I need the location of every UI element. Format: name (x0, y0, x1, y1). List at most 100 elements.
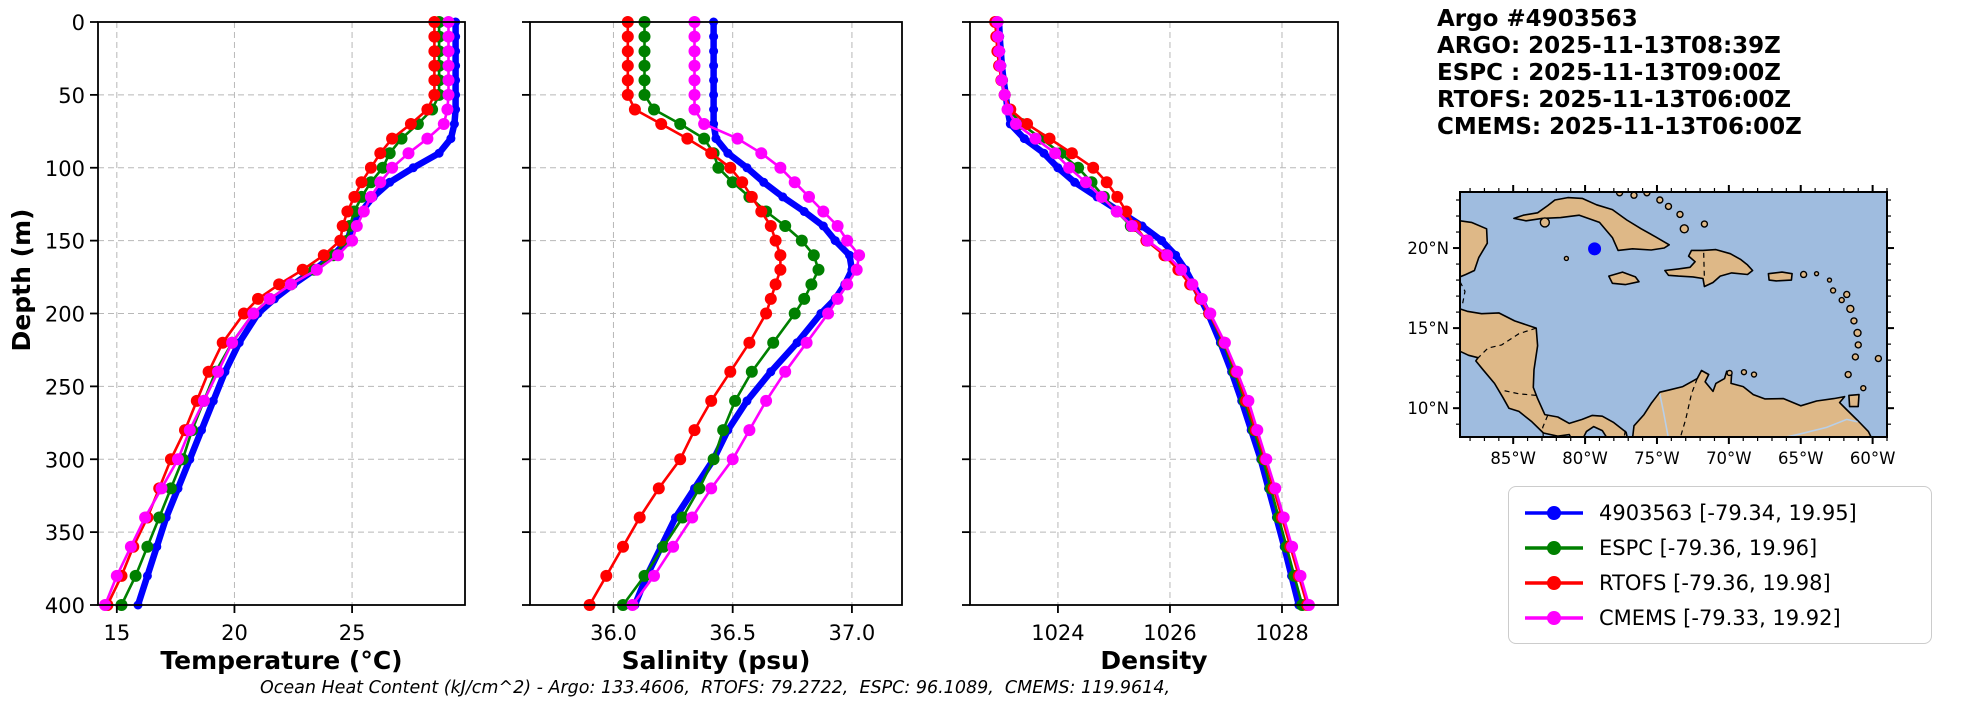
data-point (774, 263, 787, 276)
data-point (284, 278, 297, 291)
legend-label: RTOFS [-79.36, 19.98] (1599, 570, 1831, 595)
data-point (348, 190, 361, 203)
y-tick-label: 200 (45, 303, 85, 327)
salinity-chart: 36.0 36.5 37.0 Salinity (psu) (522, 16, 903, 675)
data-point (709, 105, 719, 114)
legend-item-rtofs: RTOFS [-79.36, 19.98] (1523, 565, 1917, 600)
map-lat-label: 10°N (1407, 399, 1449, 418)
data-point (655, 118, 668, 130)
x-axis: 36.0 36.5 37.0 (590, 605, 875, 645)
data-point (341, 205, 354, 218)
data-point (1043, 132, 1056, 145)
data-point (621, 59, 634, 72)
profile-line-cmems (99, 16, 455, 611)
data-point (386, 132, 399, 145)
x-axis-title: Temperature (°C) (160, 646, 402, 675)
data-point (688, 424, 701, 437)
data-point (638, 59, 651, 72)
data-point (355, 176, 368, 189)
data-point (686, 511, 699, 524)
data-point (778, 192, 788, 202)
data-point (1070, 177, 1080, 187)
map-border (1475, 327, 1537, 361)
y-tick-label: 100 (45, 157, 85, 181)
data-point (364, 176, 377, 189)
data-point (688, 88, 701, 101)
map-river (1782, 418, 1858, 437)
map-border (1503, 390, 1537, 396)
data-point (617, 540, 629, 553)
data-point (779, 365, 792, 378)
map-ticks: 85°W 80°W 75°W 70°W 65°W 60°W 20°N 15°N 10°N (1407, 185, 1895, 468)
data-point (1260, 453, 1273, 466)
y-tick-label: 150 (45, 230, 85, 254)
map-island (1656, 196, 1664, 204)
data-point (638, 45, 651, 58)
data-point (742, 396, 752, 406)
map-island (1851, 353, 1860, 361)
data-point (743, 336, 756, 349)
data-point (688, 45, 701, 58)
data-point (638, 88, 651, 101)
data-point (788, 176, 801, 189)
data-point (1001, 103, 1014, 116)
data-point (1125, 220, 1138, 232)
data-point (434, 148, 444, 158)
data-point (760, 394, 773, 407)
data-point (395, 132, 408, 145)
ohc-annotation: Ocean Heat Content (kJ/cm^2) - Argo: 133… (259, 678, 1171, 698)
data-point (216, 336, 229, 349)
x-tick-label: 37.0 (829, 621, 876, 645)
map-border (1460, 281, 1466, 306)
data-point (110, 569, 123, 582)
data-point (724, 365, 737, 378)
data-point (994, 59, 1007, 72)
data-point (247, 307, 260, 320)
data-point (709, 46, 719, 56)
data-point (1294, 569, 1307, 582)
map-island (1664, 202, 1673, 211)
data-point (1269, 482, 1282, 495)
data-point (1120, 205, 1133, 218)
data-point (799, 207, 809, 216)
data-point (1053, 163, 1063, 173)
data-point (428, 59, 441, 72)
data-point (441, 103, 454, 116)
map-landmass (1664, 248, 1754, 288)
info-header: Argo #4903563 ARGO: 2025-11-13T08:39Z ES… (1437, 6, 1802, 141)
x-axis: 15 20 25 (103, 605, 365, 645)
data-point (142, 571, 152, 581)
data-point (451, 105, 461, 114)
data-point (1231, 365, 1244, 378)
map-island (1844, 370, 1852, 379)
x-axis: 1024 1026 1028 (1031, 605, 1309, 645)
data-point (428, 45, 441, 58)
data-point (404, 118, 417, 130)
map-float-marker (1588, 242, 1602, 256)
data-point (621, 45, 634, 58)
data-point (745, 190, 758, 203)
map-island (1853, 328, 1862, 338)
data-point (386, 161, 399, 174)
legend-label: CMEMS [-79.33, 19.92] (1599, 605, 1841, 630)
x-tick-label: 15 (103, 621, 130, 645)
map-island (1700, 220, 1709, 228)
data-point (998, 88, 1011, 101)
data-point (853, 249, 866, 262)
data-point (442, 88, 455, 101)
data-point (767, 336, 780, 349)
data-point (709, 90, 719, 100)
map-lon-label: 80°W (1562, 449, 1608, 468)
data-point (428, 88, 441, 101)
data-point (657, 540, 670, 553)
x-tick-label: 36.5 (709, 621, 756, 645)
data-point (795, 234, 808, 247)
map-landmass (1460, 308, 1628, 437)
data-point (383, 147, 396, 160)
data-point (769, 278, 782, 291)
data-point (621, 88, 634, 101)
data-point (332, 249, 344, 262)
